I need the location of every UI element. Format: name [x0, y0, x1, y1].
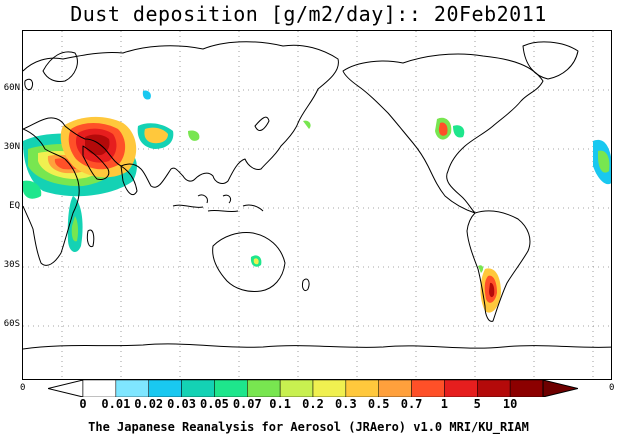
- colorbar-tick-label: 0.5: [367, 397, 390, 411]
- colorbar-segment: [345, 380, 379, 397]
- colorbar: [48, 380, 578, 397]
- corner-label-left: 0: [20, 383, 26, 393]
- corner-label-right: 0: [609, 383, 615, 393]
- credit-line: The Japanese Reanalysis for Aerosol (JRA…: [88, 420, 529, 434]
- colorbar-segment: [312, 380, 347, 397]
- colorbar-segment: [115, 380, 149, 397]
- colorbar-segment: [148, 380, 182, 397]
- coastlines: [23, 41, 611, 350]
- lat-label-30n: 30N: [3, 142, 20, 152]
- colorbar-tick-label: 0.07: [232, 397, 262, 411]
- colorbar-segment: [509, 380, 544, 397]
- coast-scandinavia: [42, 51, 78, 82]
- coast-north-america: [342, 53, 544, 214]
- map-panel: [22, 30, 612, 380]
- coast-australia: [212, 232, 286, 292]
- colorbar-segment: [214, 380, 248, 397]
- lat-label-60s: 60S: [3, 319, 20, 329]
- coast-eurasia: [23, 41, 339, 188]
- colorbar-tick-label: 0.01: [101, 397, 131, 411]
- colorbar-segment: [279, 380, 314, 397]
- coast-arabia: [82, 145, 110, 180]
- coast-india: [120, 165, 138, 196]
- colorbar-segment: [444, 380, 478, 397]
- coast-new-zealand: [302, 278, 310, 292]
- colorbar-segment: [411, 380, 445, 397]
- colorbar-segment: [181, 380, 215, 397]
- colorbar-segment: [378, 380, 412, 397]
- colorbar-tick-label: 10: [502, 397, 518, 411]
- colorbar-segment: [477, 380, 511, 397]
- colorbar-arrow-right: [542, 380, 578, 397]
- colorbar-segment: [247, 380, 281, 397]
- graticule: [23, 31, 611, 379]
- dust-field: [23, 90, 611, 313]
- colorbar-arrow-left: [48, 380, 84, 397]
- lat-label-60n: 60N: [3, 83, 20, 93]
- coast-madagascar: [86, 229, 95, 248]
- colorbar-tick-label: 0: [79, 397, 87, 411]
- colorbar-tick-label: 0.7: [400, 397, 423, 411]
- colorbar-tick-label: 1: [440, 397, 449, 411]
- lat-label-30s: 30S: [3, 260, 20, 270]
- coast-uk: [24, 78, 34, 90]
- colorbar-tick-label: 0.05: [199, 397, 229, 411]
- colorbar-tick-label: 0.2: [302, 397, 324, 411]
- colorbar-tick-label: 0.03: [167, 397, 197, 411]
- world-map: [23, 31, 611, 379]
- coast-greenland: [522, 41, 579, 80]
- lat-label-eq: EQ: [9, 201, 20, 211]
- colorbar-tick-label: 5: [473, 397, 481, 411]
- colorbar-tick-label: 0.02: [134, 397, 164, 411]
- colorbar-segment: [82, 380, 117, 397]
- coast-antarctica: [23, 343, 611, 350]
- coast-africa: [23, 128, 80, 266]
- colorbar-tick-label: 0.3: [335, 397, 357, 411]
- colorbar-tick-label: 0.1: [269, 397, 291, 411]
- coast-indonesia: [172, 194, 264, 213]
- coast-south-america: [466, 210, 531, 322]
- map-title: Dust deposition [g/m2/day]:: 20Feb2011: [70, 2, 547, 26]
- coast-japan: [254, 116, 270, 131]
